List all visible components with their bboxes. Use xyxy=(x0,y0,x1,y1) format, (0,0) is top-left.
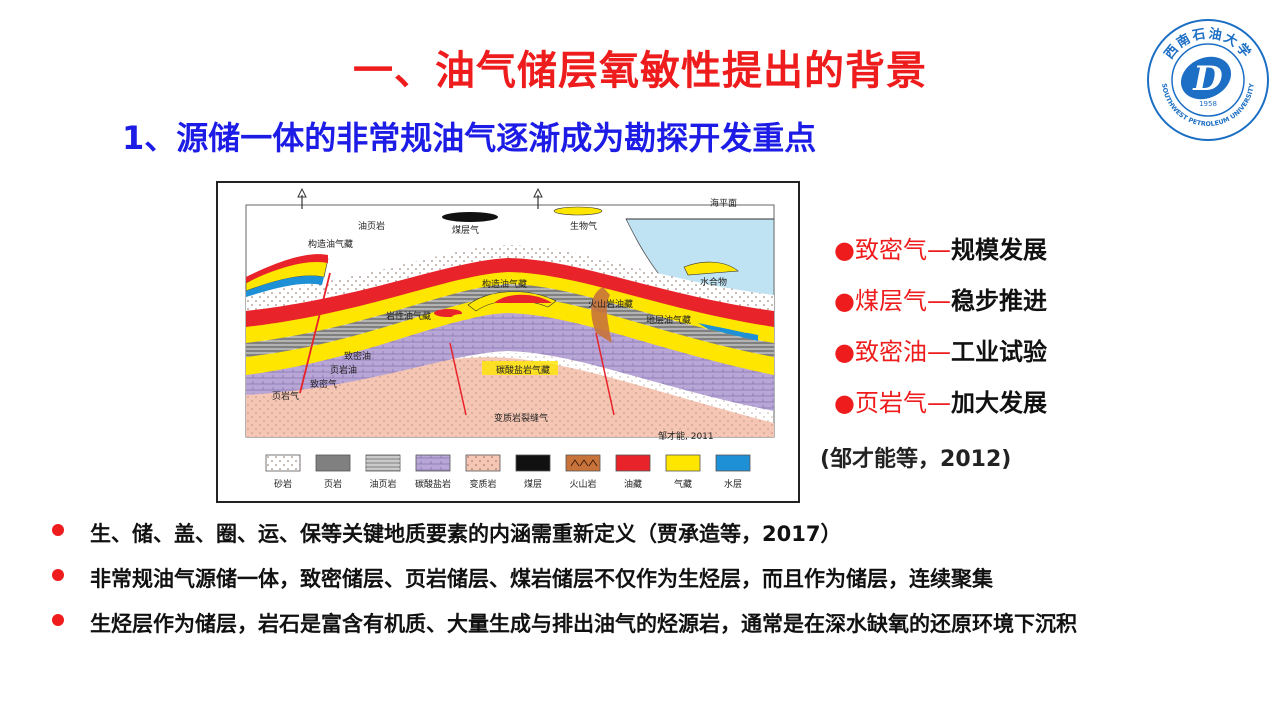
label-structural-pool-center: 构造油气藏 xyxy=(482,278,527,290)
svg-text:气藏: 气藏 xyxy=(674,478,692,490)
page-title: 一、油气储层氧敏性提出的背景 xyxy=(353,48,927,94)
svg-text:火山岩: 火山岩 xyxy=(569,478,596,490)
legend-item-sandstone: 砂岩 xyxy=(265,454,301,490)
red-dot-icon: ● xyxy=(834,287,855,315)
label-author: 邹才能, 2011 xyxy=(658,430,714,442)
label-hydrate: 水合物 xyxy=(700,276,727,288)
legend-item-oil: 油藏 xyxy=(615,454,651,490)
resource-item-tight-oil: ●致密油—工业试验 xyxy=(834,338,1047,366)
svg-text:煤层: 煤层 xyxy=(524,478,542,490)
legend: 砂岩 页岩 油页岩 碳酸盐岩 变质岩 xyxy=(265,454,751,490)
svg-text:碳酸盐岩: 碳酸盐岩 xyxy=(415,478,451,490)
label-tight-gas: 致密气 xyxy=(310,378,337,390)
figure-citation: (邹才能等，2012) xyxy=(820,447,1012,472)
label-structural-pool-left: 构造油气藏 xyxy=(308,238,353,250)
legend-item-gas: 气藏 xyxy=(665,454,701,490)
red-dot-icon: ● xyxy=(834,236,855,264)
legend-item-shale: 页岩 xyxy=(315,454,351,490)
resource-status-list: ●致密气—规模发展 ●煤层气—稳步推进 ●致密油—工业试验 ●页岩气—加大发展 xyxy=(834,230,1047,434)
legend-item-coal: 煤层 xyxy=(515,454,551,490)
label-volcanic-pool: 火山岩油藏 xyxy=(588,298,633,310)
legend-item-metamorphic: 变质岩 xyxy=(465,454,501,490)
bullet-dot-icon xyxy=(52,614,64,626)
bullet-item: 生烃层作为储层，岩石是富含有机质、大量生成与排出油气的烃源岩，通常是在深水缺氧的… xyxy=(52,608,1077,653)
label-bio-gas: 生物气 xyxy=(570,220,597,232)
legend-item-water: 水层 xyxy=(715,454,751,490)
red-dot-icon: ● xyxy=(834,389,855,417)
svg-text:砂岩: 砂岩 xyxy=(274,478,292,490)
label-metamorphic-gas: 变质岩裂缝气 xyxy=(494,412,548,424)
resource-item-shale-gas: ●页岩气—加大发展 xyxy=(834,389,1047,417)
resource-item-coalbed-gas: ●煤层气—稳步推进 xyxy=(834,287,1047,315)
legend-item-carbonate: 碳酸盐岩 xyxy=(415,454,451,490)
bullet-dot-icon xyxy=(52,569,64,581)
legend-item-oil-shale: 油页岩 xyxy=(365,454,401,490)
label-stratigraphic-pool: 地层油气藏 xyxy=(646,314,691,326)
label-carbonate-gas: 碳酸盐岩气藏 xyxy=(496,364,550,376)
label-oil-shale: 油页岩 xyxy=(358,220,385,232)
label-tight-oil: 致密油 xyxy=(344,350,371,362)
svg-text:页岩: 页岩 xyxy=(324,478,342,490)
bullet-dot-icon xyxy=(52,524,64,536)
label-shale-oil: 页岩油 xyxy=(330,364,357,376)
label-shale-gas: 页岩气 xyxy=(272,390,299,402)
resource-item-tight-gas: ●致密气—规模发展 xyxy=(834,236,1047,264)
svg-text:油页岩: 油页岩 xyxy=(369,478,396,490)
university-logo: 西南石油大学 SOUTHWEST PETROLEUM UNIVERSITY D … xyxy=(1146,18,1270,142)
bullet-item: 非常规油气源储一体，致密储层、页岩储层、煤岩储层不仅作为生烃层，而且作为储层，连… xyxy=(52,563,1077,608)
svg-text:油藏: 油藏 xyxy=(624,478,642,490)
bullet-item: 生、储、盖、圈、运、保等关键地质要素的内涵需重新定义（贾承造等，2017） xyxy=(52,518,1077,563)
geologic-cross-section-figure: 海平面 油页岩 煤层气 生物气 构造油气藏 水合物 构造油气藏 火山岩油藏 岩性… xyxy=(216,181,800,503)
section-subtitle: 1、源储一体的非常规油气逐渐成为勘探开发重点 xyxy=(122,119,817,157)
logo-year: 1958 xyxy=(1199,100,1217,108)
logo-letter: D xyxy=(1192,59,1223,99)
label-coal-gas: 煤层气 xyxy=(452,224,479,236)
red-dot-icon: ● xyxy=(834,338,855,366)
label-sea-level: 海平面 xyxy=(710,197,737,209)
bullet-list: 生、储、盖、圈、运、保等关键地质要素的内涵需重新定义（贾承造等，2017） 非常… xyxy=(52,518,1077,653)
svg-text:变质岩: 变质岩 xyxy=(469,478,496,490)
label-lithologic-pool: 岩性油气藏 xyxy=(386,310,431,322)
svg-text:水层: 水层 xyxy=(724,478,742,490)
legend-item-volcanic: 火山岩 xyxy=(565,454,601,490)
